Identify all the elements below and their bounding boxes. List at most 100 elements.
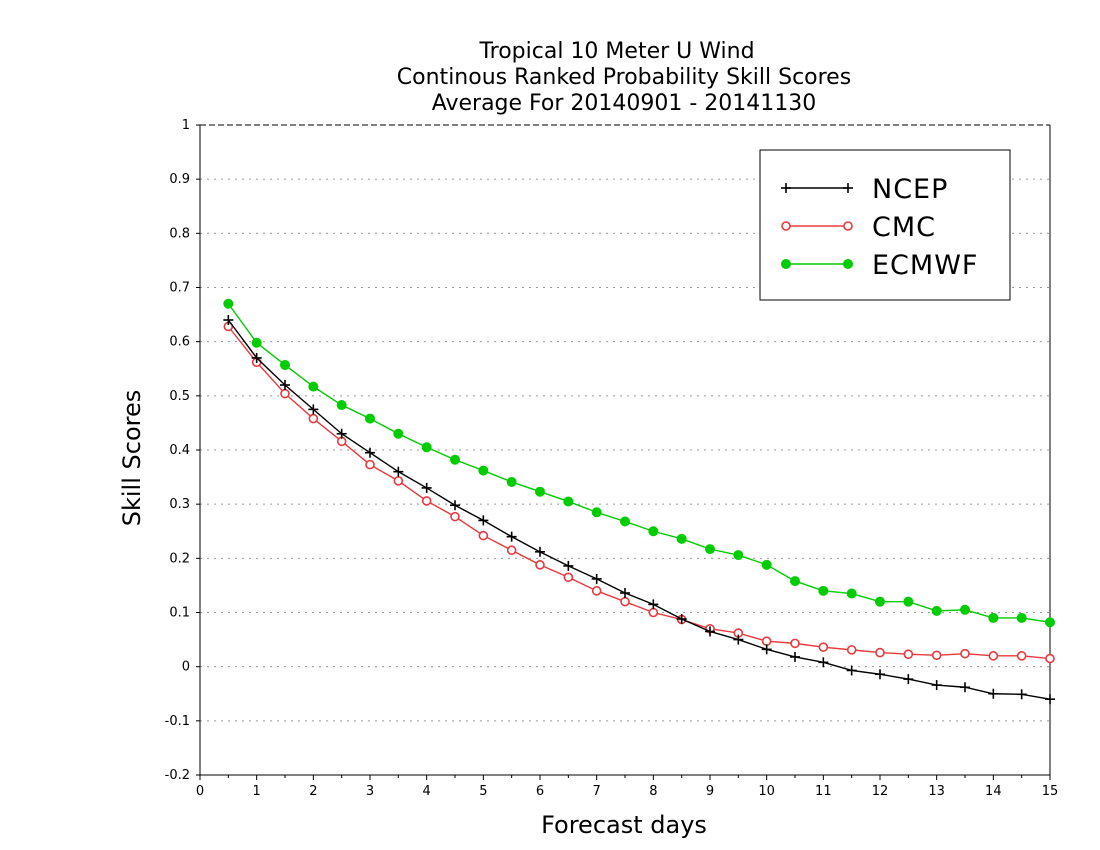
legend-marker [843,183,853,193]
data-point-ecmwf [903,596,914,607]
data-point-cmc [365,459,375,470]
data-point-cmc [1016,651,1027,661]
data-point-ecmwf [535,486,545,497]
x-tick-label: 4 [423,784,431,799]
data-point-cmc [875,647,885,658]
data-point-ncep [591,573,602,584]
data-point-cmc [648,607,659,618]
data-point-ncep [846,665,857,676]
data-point-ncep [648,599,659,610]
chart-title-line-2: Continous Ranked Probability Skill Score… [397,65,851,90]
data-point-ecmwf [1016,612,1027,623]
legend-marker [781,183,791,193]
legend-item-ecmwf: ECMWF [781,250,978,281]
legend-label: ECMWF [872,250,978,281]
y-tick-label: 0.6 [169,335,190,350]
data-point-ecmwf [620,516,630,527]
data-point-ecmwf [676,533,687,544]
data-point-cmc [846,645,857,655]
data-point-ecmwf [705,544,715,555]
series-ecmwf [223,298,1055,628]
data-point-ncep [421,482,432,493]
x-tick-label: 6 [536,784,544,799]
y-tick-label: 0.1 [169,606,190,621]
legend-box [759,149,1011,301]
data-point-ncep [676,614,687,624]
x-tick-label: 9 [706,784,714,799]
series-ncep [223,315,1055,705]
data-point-ncep [620,588,630,598]
data-point-cmc [591,586,602,596]
data-point-ncep [308,404,319,415]
data-point-ncep [1045,694,1055,705]
legend-marker [781,259,791,269]
data-point-ncep [1016,689,1027,700]
data-point-ncep [761,644,772,655]
data-point-ecmwf [733,550,744,561]
data-point-ncep [563,560,574,571]
data-point-ncep [733,634,744,645]
y-tick-label: 0.5 [169,389,190,404]
data-point-cmc [790,638,800,649]
data-point-ncep [903,674,914,685]
x-tick-label: 2 [309,784,317,799]
data-point-ecmwf [761,559,772,570]
data-point-ncep [960,682,970,693]
y-tick-label: 0.7 [169,281,190,296]
data-point-ecmwf [365,413,375,424]
data-point-cmc [450,511,460,522]
data-point-ecmwf [818,585,829,596]
x-tick-label: 3 [366,784,374,799]
data-point-ncep [478,515,489,526]
data-point-ecmwf [478,465,489,476]
y-tick-label: 0.3 [169,497,190,512]
legend-label: NCEP [872,174,948,205]
data-point-ecmwf [790,576,800,587]
data-point-ncep [988,688,999,699]
series-cmc [223,321,1055,664]
data-point-ncep [875,669,885,680]
data-point-ecmwf [931,605,942,616]
y-tick-label: 0.9 [169,172,190,187]
y-tick-label: -0.2 [165,768,190,783]
series-line-ecmwf [227,303,1051,623]
data-point-ecmwf [450,454,460,465]
data-point-ecmwf [875,596,885,607]
x-tick-label: 11 [815,784,832,799]
data-point-ecmwf [1045,617,1055,628]
data-point-cmc [308,413,319,424]
x-axis-label: Forecast days [541,811,707,839]
data-point-ecmwf [563,496,574,507]
data-point-cmc [903,649,914,660]
y-tick-label: 1 [182,118,190,133]
data-point-ncep [931,680,942,691]
chart-title-group: Tropical 10 Meter U Wind Continous Ranke… [397,39,851,116]
data-point-ecmwf [393,428,404,439]
data-point-ncep [705,626,715,637]
data-point-cmc [478,530,489,541]
data-point-cmc [620,596,630,607]
series-line-ncep [227,319,1051,700]
x-tick-label: 10 [758,784,775,799]
data-point-ecmwf [960,604,970,615]
data-point-ncep [818,657,829,668]
y-tick-label: 0.8 [169,226,190,241]
data-point-ecmwf [308,381,319,392]
data-point-ncep [336,428,347,439]
data-point-ecmwf [988,612,999,623]
data-point-cmc [818,642,829,652]
data-point-cmc [535,560,545,570]
legend-marker [781,221,791,231]
y-axis-label: Skill Scores [118,390,146,527]
data-point-cmc [421,496,432,506]
x-tick-label: 12 [872,784,889,799]
data-point-ncep [535,546,545,557]
data-point-ncep [365,447,375,458]
data-point-ncep [223,315,234,325]
data-point-cmc [761,636,772,647]
data-point-cmc [931,650,942,661]
y-tick-label: 0.4 [169,443,190,458]
y-tick-label: 0.2 [169,551,190,566]
data-point-ecmwf [506,476,517,487]
